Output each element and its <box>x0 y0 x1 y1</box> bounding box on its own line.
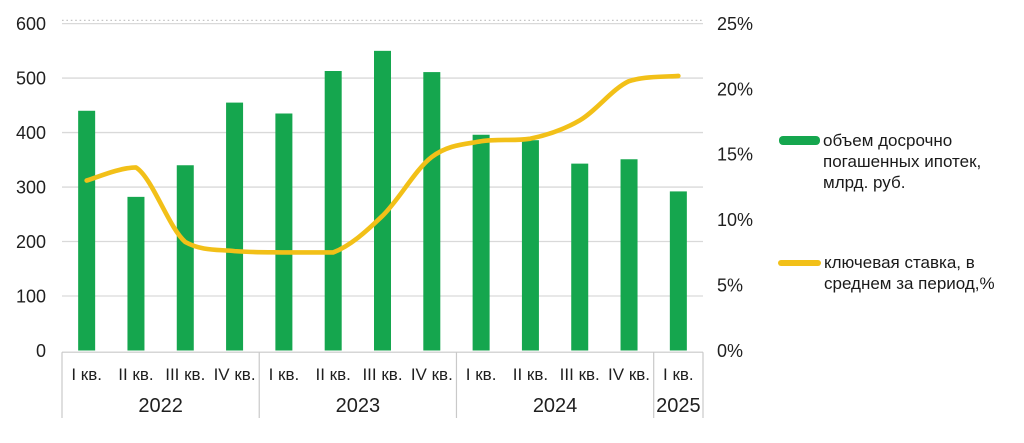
legend-item-volume: объем досрочно погашенных ипотек, млрд. … <box>779 130 981 193</box>
quarter-label: IV кв. <box>411 365 453 384</box>
bar-12 <box>669 191 687 351</box>
bar-9 <box>521 140 539 351</box>
quarter-label: II кв. <box>118 365 153 384</box>
quarter-label: II кв. <box>513 365 548 384</box>
right-axis-label: 0% <box>717 341 743 361</box>
legend-rate-line-1: ключевая ставка, в <box>824 253 975 272</box>
bar-1 <box>127 196 145 351</box>
quarter-label: I кв. <box>466 365 497 384</box>
quarter-label: IV кв. <box>214 365 256 384</box>
year-label-2025: 2025 <box>656 395 701 417</box>
year-label-2022: 2022 <box>138 395 183 417</box>
year-label-2023: 2023 <box>336 395 381 417</box>
left-axis-label: 600 <box>16 14 46 34</box>
bar-4 <box>275 113 293 351</box>
left-axis-label: 500 <box>16 68 46 88</box>
combo-chart-plot: 0 100 200 300 400 500 600 0% 5% 10% 15% 20% 25% I кв.… <box>16 14 753 418</box>
legend-rate-line-2: среднем за период,% <box>824 274 995 293</box>
left-axis-label: 0 <box>36 341 46 361</box>
quarter-label: III кв. <box>362 365 402 384</box>
quarter-label: II кв. <box>316 365 351 384</box>
bar-0 <box>78 110 96 351</box>
bar-8 <box>472 134 490 351</box>
bar-6 <box>374 50 391 351</box>
right-axis-label: 20% <box>717 79 753 99</box>
left-axis-label: 400 <box>16 123 46 143</box>
legend-volume-line-3: млрд. руб. <box>823 173 906 192</box>
bar-7 <box>423 72 441 351</box>
left-axis-label: 300 <box>16 177 46 197</box>
year-label-2024: 2024 <box>533 395 578 417</box>
quarter-label: I кв. <box>269 365 300 384</box>
left-axis-label: 200 <box>16 232 46 252</box>
chart-legend: объем досрочно погашенных ипотек, млрд. … <box>778 0 1024 443</box>
line-series-swatch <box>778 260 821 266</box>
bar-2 <box>176 165 194 351</box>
bar-3 <box>226 102 244 351</box>
quarter-label: IV кв. <box>608 365 650 384</box>
bar-10 <box>571 163 589 351</box>
legend-label-rate: ключевая ставка, в среднем за период,% <box>824 252 995 294</box>
bar-11 <box>620 159 638 351</box>
bar-series-swatch <box>779 136 820 145</box>
legend-item-rate: ключевая ставка, в среднем за период,% <box>778 252 995 294</box>
quarter-label: I кв. <box>71 365 102 384</box>
legend-volume-line-1: объем досрочно <box>823 131 953 150</box>
right-axis-label: 5% <box>717 275 743 295</box>
quarter-label: III кв. <box>165 365 205 384</box>
right-axis-label: 25% <box>717 14 753 34</box>
left-axis-label: 100 <box>16 286 46 306</box>
right-axis-label: 10% <box>717 210 753 230</box>
quarter-label: I кв. <box>663 365 694 384</box>
quarter-label: III кв. <box>560 365 600 384</box>
right-axis-label: 15% <box>717 145 753 165</box>
key-rate-line <box>84 73 681 255</box>
legend-volume-line-2: погашенных ипотек, <box>823 152 982 171</box>
bar-5 <box>324 71 342 351</box>
legend-label-volume: объем досрочно погашенных ипотек, млрд. … <box>823 130 981 193</box>
